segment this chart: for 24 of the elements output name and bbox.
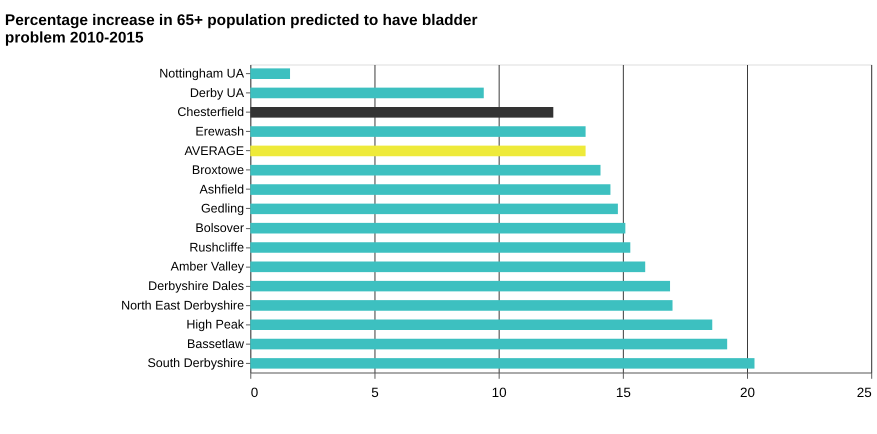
y-tick-label: Broxtowe: [192, 163, 244, 178]
y-tick-label: Derbyshire Dales: [148, 278, 244, 293]
y-tick-label: Bolsover: [195, 221, 244, 236]
y-tick-label: Bassetlaw: [187, 336, 245, 351]
y-tick-label: Nottingham UA: [159, 66, 245, 81]
x-tick-label: 0: [250, 385, 258, 400]
text: problem 2010-2015: [4, 29, 144, 46]
x-tick-label: 15: [616, 385, 631, 400]
y-tick-label: North East Derbyshire: [121, 298, 244, 312]
y-tick-label: Derby UA: [190, 86, 245, 100]
y-tick-label: Chesterfield: [177, 105, 244, 120]
x-tick-label: 20: [740, 385, 756, 400]
y-tick-label: Ashfield: [200, 182, 244, 196]
y-tick-label: South Derbyshire: [147, 356, 244, 370]
y-tick-label: Gedling: [200, 202, 244, 216]
y-tick-label: Rushcliffe: [189, 240, 244, 254]
x-tick-label: 25: [856, 385, 872, 400]
text: Percentage increase in 65+ population predicted to have bladder: [4, 12, 478, 30]
x-tick-label: 5: [371, 385, 379, 400]
y-tick-label: Erewash: [195, 124, 244, 138]
y-tick-label: High Peak: [186, 318, 245, 332]
x-tick-label: 10: [492, 385, 507, 400]
y-tick-label: Amber Valley: [170, 260, 245, 274]
y-tick-label: AVERAGE: [184, 144, 244, 158]
